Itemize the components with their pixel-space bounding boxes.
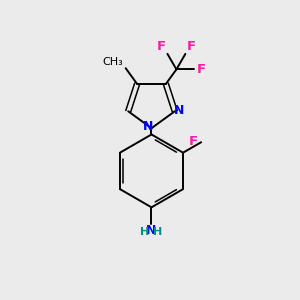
Text: N: N (174, 104, 185, 117)
Text: F: F (187, 40, 196, 53)
Text: F: F (157, 40, 166, 53)
Text: N: N (142, 120, 153, 133)
Text: CH₃: CH₃ (103, 57, 123, 67)
Text: H: H (153, 227, 163, 237)
Text: F: F (188, 135, 198, 148)
Text: F: F (197, 63, 206, 76)
Text: N: N (146, 224, 157, 237)
Text: H: H (140, 227, 149, 237)
